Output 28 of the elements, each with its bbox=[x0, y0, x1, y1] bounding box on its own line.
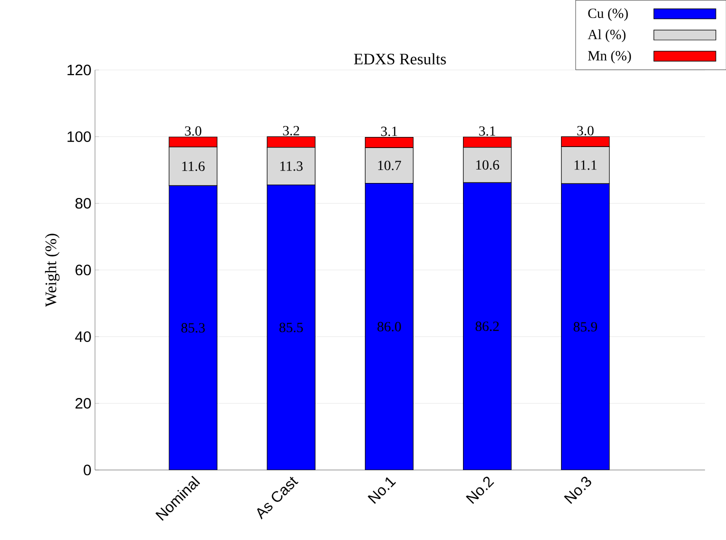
y-axis-title: Weight (%) bbox=[45, 234, 60, 307]
data-label: 3.1 bbox=[381, 126, 398, 136]
data-label: 10.7 bbox=[378, 160, 402, 170]
data-label: 11.1 bbox=[574, 160, 597, 170]
data-label: 3.0 bbox=[185, 126, 202, 136]
data-label: 86.0 bbox=[378, 322, 401, 332]
x-tick-label: As Cast bbox=[257, 476, 298, 520]
legend-label: Cu (%) bbox=[588, 8, 628, 21]
legend-label: Mn (%) bbox=[588, 50, 631, 64]
chart-title: EDXS Results bbox=[354, 53, 446, 64]
data-label: 85.9 bbox=[574, 322, 598, 332]
data-label: 86.2 bbox=[476, 322, 499, 332]
y-tick-label: 60 bbox=[76, 264, 91, 276]
data-label: 10.6 bbox=[476, 160, 500, 170]
data-label: 3.0 bbox=[577, 126, 594, 136]
data-label: 11.6 bbox=[182, 162, 205, 172]
y-tick-label: 40 bbox=[75, 331, 91, 342]
data-label: 3.1 bbox=[479, 126, 496, 136]
legend-label: Al (%) bbox=[588, 29, 626, 42]
data-label: 85.3 bbox=[181, 323, 205, 333]
y-tick-label: 80 bbox=[75, 198, 91, 209]
data-label: 11.3 bbox=[280, 161, 303, 171]
data-label: 3.2 bbox=[283, 126, 300, 136]
y-tick-label: 120 bbox=[68, 64, 91, 76]
y-tick-label: 100 bbox=[68, 131, 91, 142]
y-tick-label: 0 bbox=[84, 464, 91, 476]
data-label: 85.5 bbox=[279, 322, 303, 332]
y-tick-label: 20 bbox=[76, 398, 91, 409]
